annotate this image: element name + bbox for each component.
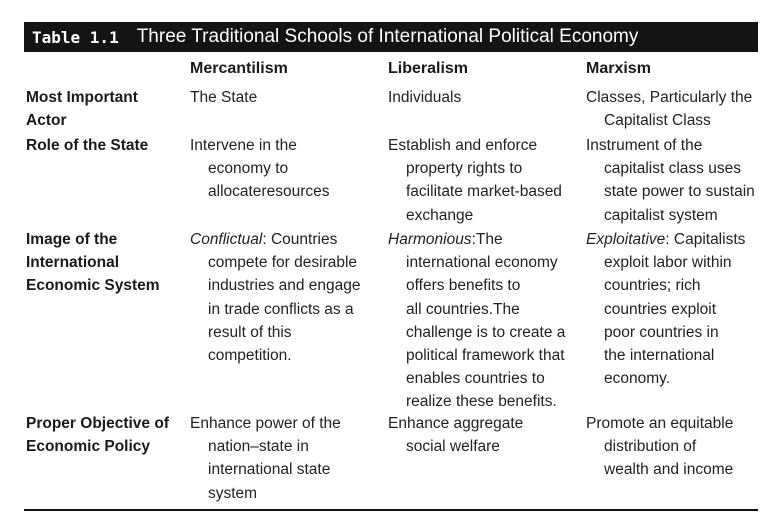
cell-line: competition.	[208, 347, 292, 365]
cell-line: international state	[208, 461, 331, 479]
cell-line: Individuals	[388, 89, 462, 106]
cell-line: poor countries in	[604, 323, 719, 341]
cell-line: international economy	[406, 254, 558, 272]
cell-line: Enhance power of the	[190, 415, 341, 432]
cell-line: nation–state in	[208, 438, 309, 456]
cell-liberalism-objective: Enhance aggregate social welfare	[388, 412, 523, 458]
cell-line: challenge is to create a	[406, 323, 566, 341]
cell-line: Enhance aggregate	[388, 415, 524, 432]
cell-line: enables countries to	[406, 370, 545, 388]
cell-marxism-image: Exploitative: Capitalists exploit labor …	[586, 228, 745, 390]
cell-line: Capitalist Class	[604, 112, 711, 130]
cell-lead-term: Conflictual	[190, 231, 263, 248]
cell-lead-rest: :The	[471, 231, 503, 248]
cell-line: Intervene in the	[190, 137, 297, 154]
cell-line: countries; rich	[604, 277, 701, 295]
cell-line: capitalist class uses	[604, 160, 741, 178]
cell-line: distribution of	[604, 438, 697, 456]
cell-line: Exploitative: Capitalists	[586, 228, 745, 251]
cell-line: countries exploit	[604, 300, 717, 318]
cell-line: allocateresources	[208, 183, 330, 201]
cell-line: the international	[604, 347, 715, 365]
cell-line: Conflictual: Countries	[190, 228, 361, 251]
column-header-liberalism: Liberalism	[388, 60, 469, 77]
cell-line: exploit labor within	[604, 254, 732, 272]
cell-lead-term: Exploitative	[586, 231, 666, 248]
cell-line: economy.	[604, 370, 671, 388]
row-label-line: Proper Objective of	[26, 415, 169, 432]
table-title: Three Traditional Schools of Internation…	[136, 26, 639, 47]
cell-line: Harmonious:The	[388, 228, 565, 251]
cell-lead-rest: : Capitalists	[665, 231, 746, 248]
cell-line: property rights to	[406, 160, 523, 178]
cell-mercantilism-objective: Enhance power of the nation–state in int…	[190, 412, 341, 505]
table-bottom-rule	[24, 509, 758, 511]
cell-marxism-actor: Classes, Particularly the Capitalist Cla…	[586, 86, 752, 132]
cell-line: result of this	[208, 323, 292, 341]
row-label-role-of-state: Role of the State	[26, 134, 148, 157]
cell-liberalism-role: Establish and enforce property rights to…	[388, 134, 562, 227]
cell-line: offers benefits to	[406, 277, 521, 295]
cell-line: capitalist system	[604, 206, 718, 224]
cell-lead-term: Harmonious	[388, 231, 472, 248]
cell-line: exchange	[406, 206, 474, 224]
cell-marxism-objective: Promote an equitable distribution of wea…	[586, 412, 733, 482]
row-label-line: Most Important	[26, 89, 138, 106]
row-label-line: Actor	[26, 112, 67, 130]
cell-mercantilism-actor: The State	[190, 86, 257, 109]
cell-line: compete for desirable	[208, 254, 358, 272]
cell-line: facilitate market-based	[406, 183, 562, 201]
row-label-image-of-system: Image of the International Economic Syst…	[26, 228, 160, 298]
cell-line: social welfare	[406, 438, 500, 456]
cell-liberalism-image: Harmonious:The international economy off…	[388, 228, 565, 414]
cell-line: wealth and income	[604, 461, 734, 479]
cell-mercantilism-image: Conflictual: Countries compete for desir…	[190, 228, 361, 367]
cell-marxism-role: Instrument of the capitalist class uses …	[586, 134, 755, 227]
column-header-marxism: Marxism	[586, 60, 651, 77]
cell-line: Classes, Particularly the	[586, 89, 753, 106]
cell-line: Establish and enforce	[388, 137, 538, 154]
cell-line: Instrument of the	[586, 137, 703, 154]
table-title-bar: Table 1.1 Three Traditional Schools of I…	[24, 22, 758, 52]
row-label-line: Economic Policy	[26, 438, 151, 456]
cell-line: The State	[190, 89, 258, 106]
row-label-line: Image of the	[26, 231, 118, 248]
cell-line: in trade conflicts as a	[208, 300, 354, 318]
cell-line: political framework that	[406, 347, 565, 365]
cell-line: economy to	[208, 160, 289, 178]
table-number: Table 1.1	[32, 27, 119, 47]
row-label-line: Economic System	[26, 277, 160, 295]
cell-line: industries and engage	[208, 277, 361, 295]
cell-line: state power to sustain	[604, 183, 755, 201]
cell-line: Promote an equitable	[586, 415, 734, 432]
cell-lead-rest: : Countries	[262, 231, 338, 248]
row-label-line: Role of the State	[26, 137, 149, 154]
cell-mercantilism-role: Intervene in the economy to allocatereso…	[190, 134, 329, 204]
cell-line: all countries.The	[406, 300, 520, 318]
row-label-proper-objective: Proper Objective of Economic Policy	[26, 412, 169, 458]
cell-liberalism-actor: Individuals	[388, 86, 461, 109]
column-header-mercantilism: Mercantilism	[190, 60, 288, 77]
cell-line: realize these benefits.	[406, 393, 557, 411]
row-label-most-important-actor: Most Important Actor	[26, 86, 138, 132]
cell-line: system	[208, 484, 258, 502]
row-label-line: International	[26, 254, 120, 272]
